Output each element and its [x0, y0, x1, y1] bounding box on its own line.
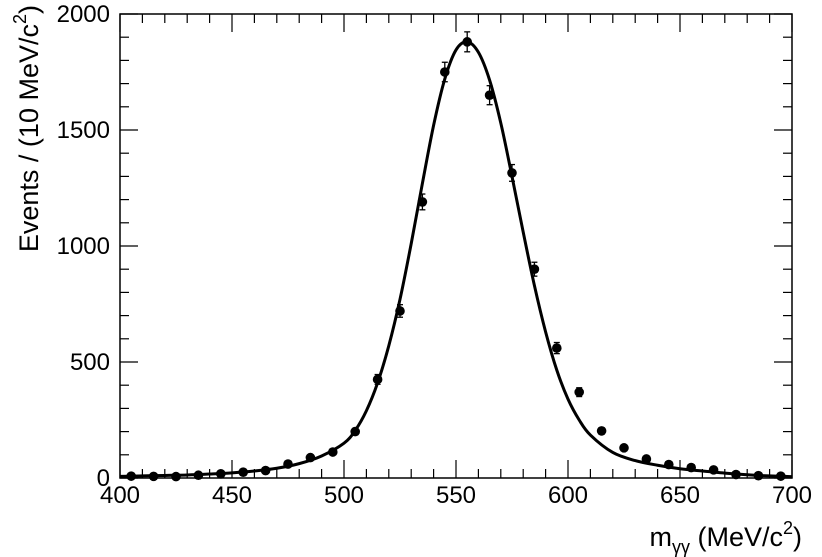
data-point — [440, 61, 450, 83]
data-point — [574, 387, 584, 398]
data-marker — [619, 443, 629, 453]
data-marker — [260, 465, 271, 476]
data-marker — [440, 67, 450, 77]
tick-labels: 400 450 500 550 600 650 700 0 500 1000 1500 2000 — [57, 1, 812, 509]
x-axis-title: mγγ (MeV/c2) — [649, 518, 802, 557]
data-point — [507, 163, 517, 182]
data-marker — [193, 470, 204, 481]
data-marker — [753, 470, 764, 481]
data-point — [619, 443, 629, 453]
data-marker — [484, 90, 495, 100]
data-point — [552, 341, 562, 355]
data-marker — [529, 264, 540, 275]
data-marker — [776, 471, 786, 481]
data-marker — [686, 462, 696, 473]
x-tick-label: 600 — [548, 482, 588, 509]
data-marker — [507, 168, 517, 178]
x-tick-label: 450 — [212, 482, 252, 509]
data-marker — [574, 387, 584, 397]
data-point — [171, 471, 181, 482]
data-points-layer — [126, 31, 786, 482]
x-tick-label: 550 — [436, 482, 476, 509]
data-point — [731, 469, 741, 480]
data-point — [350, 426, 361, 437]
fit-curve-layer — [119, 40, 793, 479]
data-point — [529, 261, 540, 277]
data-point — [484, 85, 495, 106]
y-tick-label: 0 — [97, 465, 110, 492]
data-point — [776, 471, 786, 481]
y-tick-label: 500 — [70, 349, 110, 376]
plot-frame — [119, 13, 793, 479]
data-marker — [596, 426, 607, 436]
data-point — [708, 465, 719, 475]
data-marker — [305, 452, 316, 463]
data-marker — [171, 471, 181, 482]
x-tick-label: 650 — [660, 482, 700, 509]
data-marker — [664, 459, 674, 470]
data-point — [238, 467, 248, 478]
data-point — [641, 454, 652, 464]
fit-curve — [119, 40, 793, 479]
data-point — [372, 373, 383, 385]
data-marker — [372, 374, 383, 385]
data-marker — [731, 469, 741, 480]
y-axis-title: Events / (10 MeV/c2) — [10, 5, 44, 252]
data-marker — [216, 469, 226, 479]
data-point — [148, 471, 159, 482]
data-point — [216, 469, 226, 479]
data-point — [193, 470, 204, 481]
y-tick-label: 1500 — [57, 117, 110, 144]
x-tick-label: 500 — [324, 482, 364, 509]
data-marker — [462, 37, 473, 47]
data-point — [753, 470, 764, 481]
data-point — [596, 426, 607, 436]
data-marker — [148, 471, 159, 482]
y-tick-label: 2000 — [57, 1, 110, 28]
data-marker — [708, 465, 719, 475]
data-marker — [126, 471, 136, 481]
data-marker — [395, 306, 405, 316]
data-marker — [283, 459, 293, 469]
data-marker — [641, 454, 652, 464]
x-tick-label: 700 — [772, 482, 812, 509]
x-tick-label: 400 — [100, 482, 140, 509]
data-marker — [238, 467, 248, 478]
data-point — [260, 465, 271, 476]
data-point — [686, 462, 696, 473]
data-marker — [328, 447, 338, 457]
data-marker — [417, 197, 428, 207]
axis-ticks — [119, 13, 793, 479]
data-point — [462, 31, 473, 53]
data-point — [328, 447, 338, 457]
plot-frame-border — [119, 13, 793, 479]
data-point — [395, 304, 405, 318]
data-point — [283, 459, 293, 469]
data-marker — [552, 343, 562, 353]
data-marker — [350, 426, 361, 437]
data-point — [305, 452, 316, 463]
data-point — [126, 471, 136, 481]
data-point — [664, 459, 674, 470]
y-tick-label: 1000 — [57, 233, 110, 260]
data-point — [417, 193, 428, 211]
